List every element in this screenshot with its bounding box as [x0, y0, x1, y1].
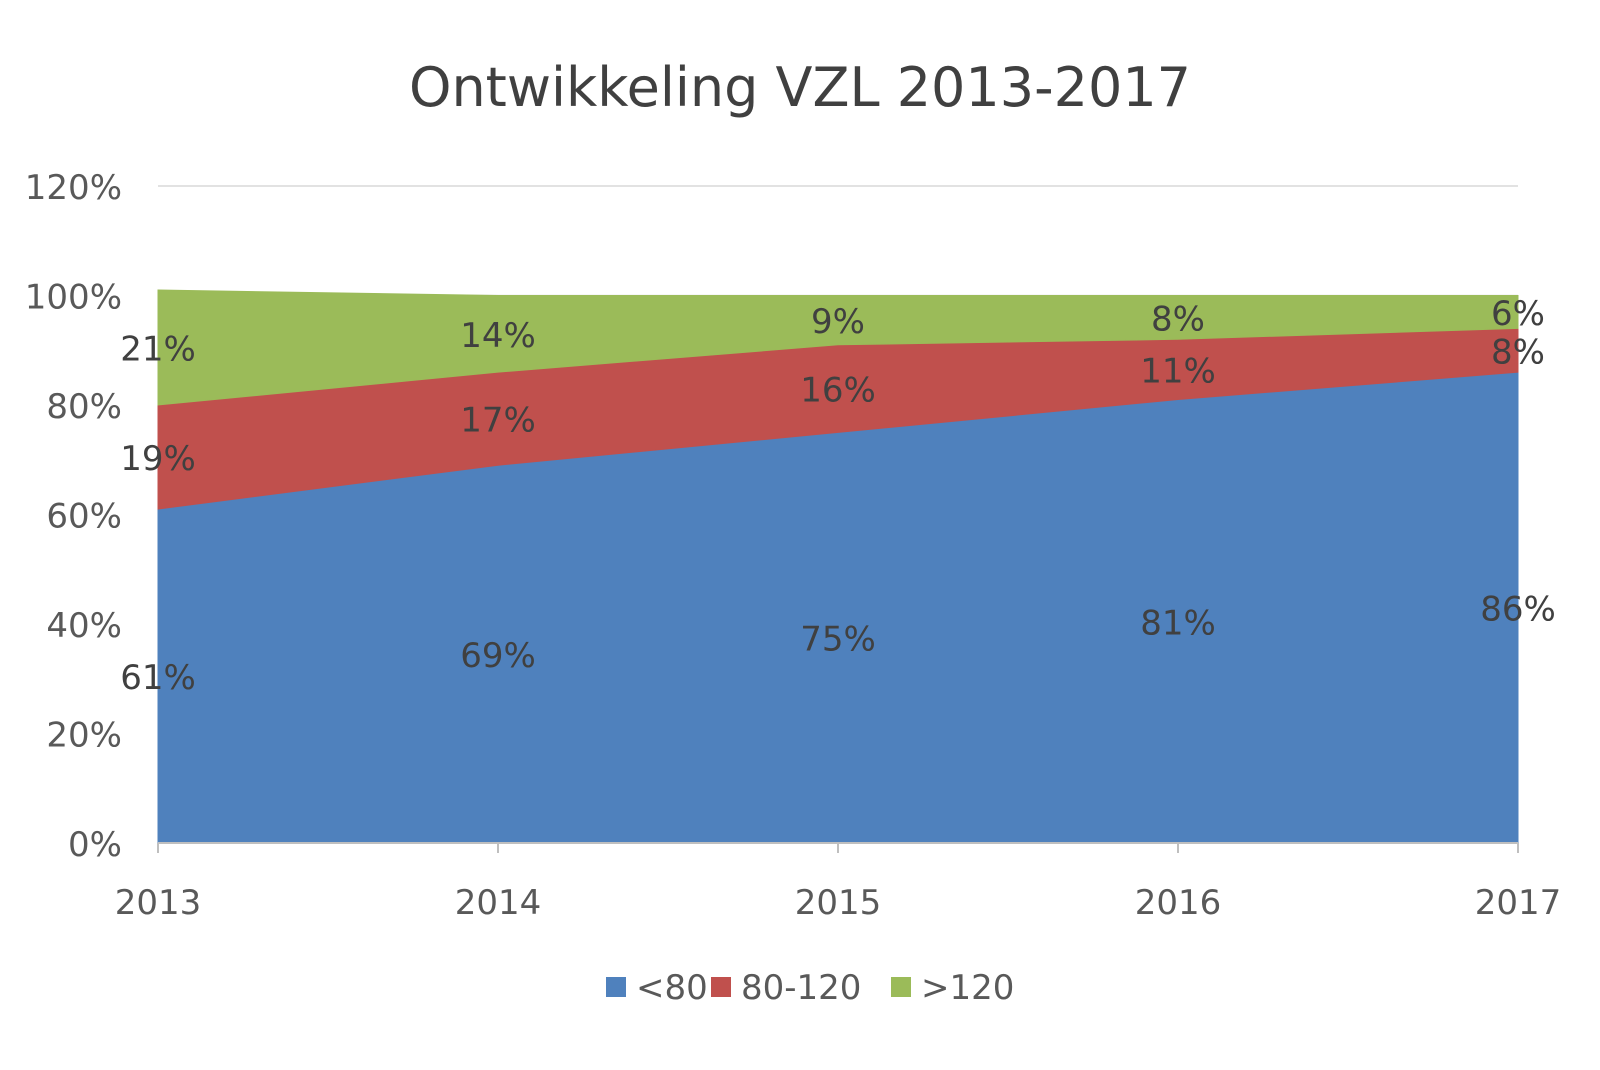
- data-label: 11%: [1140, 351, 1216, 391]
- data-label: 8%: [1151, 299, 1205, 339]
- data-label: 19%: [120, 439, 196, 479]
- legend-swatch: [891, 977, 911, 997]
- data-label: 21%: [120, 330, 196, 370]
- y-tick-label: 120%: [25, 168, 122, 208]
- data-label: 9%: [811, 302, 865, 342]
- data-label: 14%: [460, 316, 536, 356]
- data-labels: 61%69% 75% 81% 86%19%17%16% 11% 8%21% 14% 9% 8% 6…: [120, 294, 1556, 698]
- area-series: [157, 289, 1519, 844]
- data-label: 17%: [460, 401, 536, 441]
- data-label: 86%: [1480, 590, 1556, 630]
- y-tick-label: 60%: [46, 497, 122, 537]
- y-tick-label: 40%: [46, 606, 122, 646]
- x-tick-label: 2015: [795, 883, 882, 923]
- chart-title: Ontwikkeling VZL 2013-2017: [409, 56, 1191, 119]
- x-tick-label: 2017: [1475, 883, 1562, 923]
- legend-label: >120: [921, 968, 1014, 1008]
- y-tick-label: 100%: [25, 278, 122, 318]
- x-tick-label: 2014: [455, 883, 542, 923]
- data-label: 8%: [1491, 332, 1545, 372]
- legend: <80 80-120 >120: [606, 968, 1014, 1008]
- data-label: 69%: [460, 636, 536, 676]
- data-label: 16%: [800, 371, 876, 411]
- y-tick-label: 80%: [46, 387, 122, 427]
- axes: 0% 20% 40% 60% 80% 100% 120% 2013 2014 2015 2016 20…: [25, 168, 1561, 923]
- legend-swatch: [606, 977, 626, 997]
- y-tick-label: 0%: [68, 825, 122, 865]
- area-series-3: [157, 289, 1519, 406]
- x-tick-label: 2013: [115, 883, 202, 923]
- data-label: 6%: [1491, 294, 1545, 334]
- data-label: 75%: [800, 620, 876, 660]
- legend-swatch: [711, 977, 731, 997]
- legend-label: 80-120: [741, 968, 861, 1008]
- legend-label: <80: [636, 968, 708, 1008]
- data-label: 61%: [120, 658, 196, 698]
- data-label: 81%: [1140, 603, 1216, 643]
- x-tick-label: 2016: [1135, 883, 1222, 923]
- y-tick-label: 20%: [46, 716, 122, 756]
